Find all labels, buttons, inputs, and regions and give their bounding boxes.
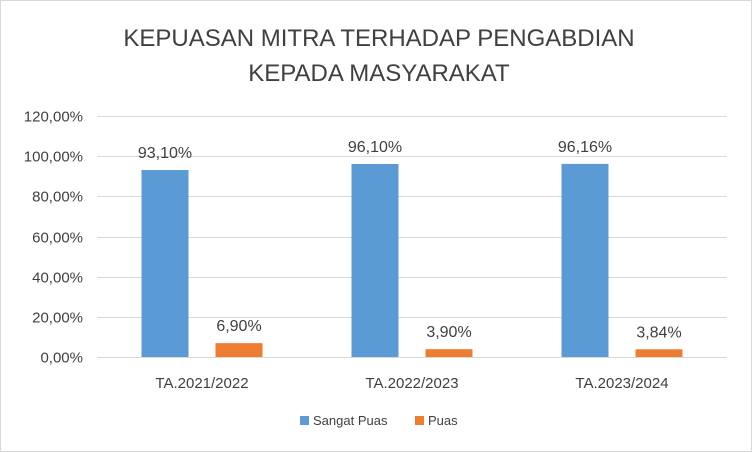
y-tick-label: 0,00% xyxy=(40,350,83,367)
data-label: 96,16% xyxy=(558,139,612,156)
gridlines xyxy=(97,116,727,358)
legend-swatch xyxy=(415,416,424,425)
x-category-label: TA.2021/2022 xyxy=(155,375,248,392)
y-tick-label: 60,00% xyxy=(32,230,83,247)
y-tick-label: 20,00% xyxy=(32,310,83,327)
chart-title-line-2: KEPADA MASYARAKAT xyxy=(248,60,510,87)
data-label: 3,90% xyxy=(426,324,471,341)
legend-label: Puas xyxy=(428,413,458,428)
bar-puas xyxy=(425,349,473,357)
data-label: 96,10% xyxy=(348,139,402,156)
legend: Sangat Puas Puas xyxy=(300,413,458,428)
chart-title-line-1: KEPUASAN MITRA TERHADAP PENGABDIAN xyxy=(123,25,634,52)
data-label: 93,10% xyxy=(138,145,192,162)
bars xyxy=(141,163,683,357)
x-axis-categories: TA.2021/2022 TA.2022/2023 TA.2023/2024 xyxy=(155,375,668,392)
bar-sangat-puas xyxy=(351,163,399,357)
bar-puas xyxy=(215,343,263,357)
data-label: 3,84% xyxy=(636,324,681,341)
y-axis-ticks: 0,00% 20,00% 40,00% 60,00% 80,00% 100,00% 120,… xyxy=(24,109,83,367)
y-tick-label: 120,00% xyxy=(24,109,83,126)
x-category-label: TA.2022/2023 xyxy=(365,375,458,392)
bar-puas xyxy=(635,349,683,357)
legend-swatch xyxy=(300,416,309,425)
y-tick-label: 100,00% xyxy=(24,149,83,166)
y-tick-label: 40,00% xyxy=(32,270,83,287)
data-label: 6,90% xyxy=(216,318,261,335)
legend-label: Sangat Puas xyxy=(313,413,388,428)
y-tick-label: 80,00% xyxy=(32,189,83,206)
x-category-label: TA.2023/2024 xyxy=(575,375,668,392)
data-labels: 93,10% 6,90% 96,10% 3,90% 96,16% 3,84% xyxy=(138,139,682,341)
bar-sangat-puas xyxy=(561,163,609,357)
bar-sangat-puas xyxy=(141,170,189,357)
